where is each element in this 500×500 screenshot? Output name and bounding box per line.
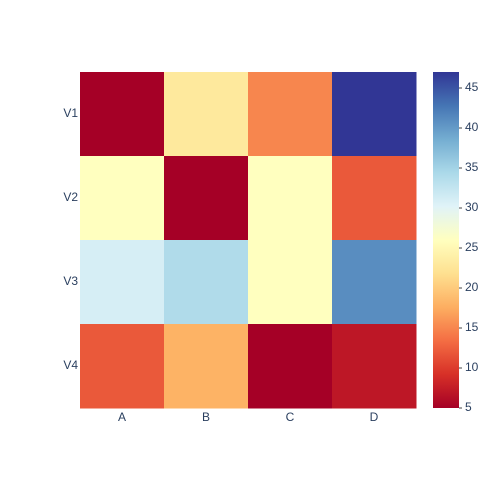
colorbar-tick-label: 15: [465, 320, 479, 334]
colorbar-tick-label: 5: [465, 400, 472, 414]
x-tick-label: A: [118, 410, 126, 424]
heatmap-cell: [248, 324, 333, 409]
heatmap-cell: [248, 240, 333, 325]
colorbar-tick-label: 35: [465, 160, 479, 174]
heatmap-cell: [248, 156, 333, 241]
y-tick-label: V3: [63, 274, 78, 288]
heatmap-cell: [248, 72, 333, 157]
y-tick-label: V4: [63, 358, 78, 372]
colorbar-tick-label: 40: [465, 120, 479, 134]
heatmap-cell: [332, 324, 417, 409]
y-tick-label: V1: [63, 106, 78, 120]
heatmap-cell: [164, 156, 249, 241]
colorbar-tick-label: 25: [465, 240, 479, 254]
heatmap-cell: [80, 72, 165, 157]
heatmap-cell: [332, 72, 417, 157]
heatmap-cell: [164, 240, 249, 325]
colorbar-tick-label: 45: [465, 80, 479, 94]
colorbar: [433, 72, 459, 408]
colorbar-tick-label: 20: [465, 280, 479, 294]
x-tick-label: C: [286, 410, 295, 424]
heatmap-cell: [80, 240, 165, 325]
heatmap-cell: [164, 72, 249, 157]
heatmap-cell: [80, 156, 165, 241]
colorbar-tick-label: 10: [465, 360, 479, 374]
heatmap-cell: [80, 324, 165, 409]
heatmap-cell: [332, 240, 417, 325]
x-tick-label: B: [202, 410, 210, 424]
heatmap-cell: [164, 324, 249, 409]
x-tick-label: D: [370, 410, 379, 424]
heatmap-cell: [332, 156, 417, 241]
colorbar-tick-label: 30: [465, 200, 479, 214]
y-tick-label: V2: [63, 190, 78, 204]
